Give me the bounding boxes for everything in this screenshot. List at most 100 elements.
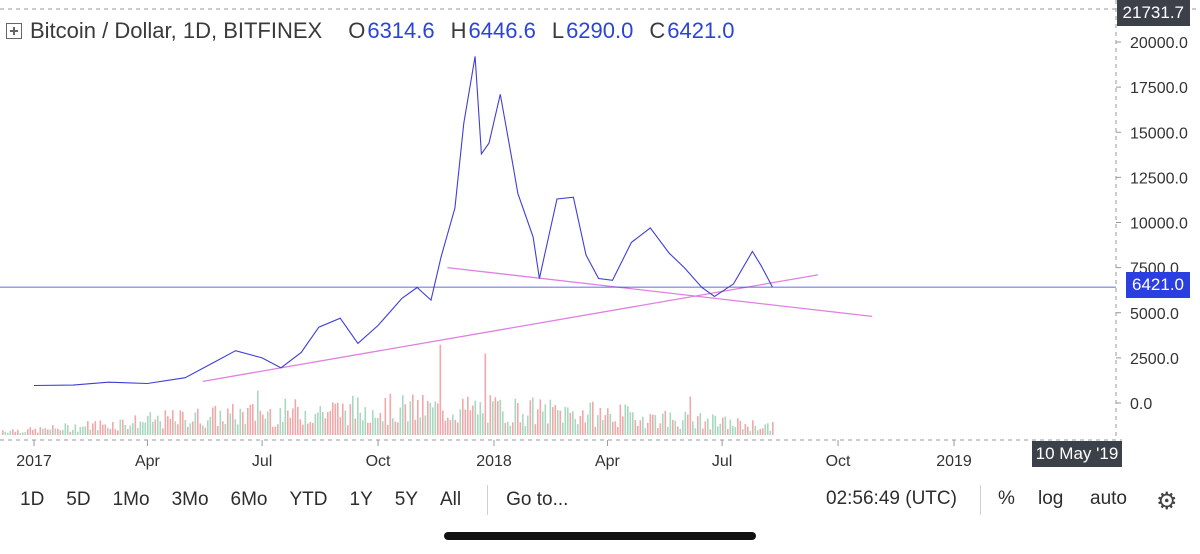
volume-bar: [62, 429, 64, 435]
volume-bar: [452, 414, 454, 435]
open-key: O: [348, 18, 366, 43]
volume-bar: [352, 395, 354, 435]
volume-bar: [364, 407, 367, 435]
volume-bar: [137, 428, 139, 435]
time-tick-label: 2019: [936, 453, 972, 470]
volume-bar: [372, 410, 374, 435]
volume-bar: [49, 429, 52, 435]
range-1mo-button[interactable]: 1Mo: [112, 489, 150, 510]
volume-bar: [72, 429, 74, 435]
volume-bar: [289, 417, 292, 435]
volume-bar: [192, 421, 194, 435]
time-tick-label: Oct: [826, 453, 851, 470]
volume-bar: [94, 421, 97, 435]
volume-bar: [362, 420, 364, 435]
range-6mo-button[interactable]: 6Mo: [230, 489, 268, 510]
volume-bar: [117, 430, 119, 435]
volume-bar: [677, 426, 679, 435]
expand-icon[interactable]: [6, 23, 22, 39]
volume-bar: [109, 428, 112, 435]
volume-bar: [324, 418, 327, 435]
price-tick-label: 10000.0: [1130, 216, 1188, 233]
volume-bar: [139, 421, 142, 435]
volume-bar: [427, 401, 429, 435]
volume-bar: [722, 417, 724, 435]
range-all-button[interactable]: All: [440, 489, 462, 510]
trendline-2[interactable]: [447, 266, 873, 318]
utc-clock[interactable]: 02:56:49 (UTC): [826, 488, 957, 509]
volume-bar: [412, 394, 414, 435]
volume-bar: [499, 399, 502, 435]
volume-bar: [229, 413, 232, 435]
price-chart[interactable]: 20000.017500.015000.012500.010000.07500.…: [0, 0, 1200, 470]
volume-bar: [714, 415, 717, 435]
volume-bar: [504, 422, 507, 435]
volume-bar: [57, 428, 59, 435]
volume-bar: [257, 390, 259, 435]
volume-bar: [729, 419, 732, 435]
volume-bar: [424, 415, 427, 435]
volume-bar: [279, 408, 282, 435]
volume-bar: [634, 420, 637, 435]
volume-bar: [509, 425, 512, 435]
volume-bar: [739, 420, 742, 435]
go-to-button[interactable]: Go to...: [506, 489, 569, 510]
gear-icon[interactable]: ⚙: [1156, 488, 1178, 515]
volume-bar: [584, 422, 587, 435]
percent-scale-button[interactable]: %: [998, 488, 1015, 509]
volume-bar: [624, 404, 627, 435]
volume-bar: [277, 424, 279, 435]
volume-bar: [649, 414, 652, 435]
volume-bar: [294, 399, 297, 435]
volume-bar: [539, 399, 542, 435]
volume-bar: [432, 407, 434, 435]
volume-bar: [594, 426, 597, 435]
home-indicator: [444, 532, 756, 540]
volume-bar: [99, 420, 102, 435]
volume-bar: [147, 416, 149, 435]
log-scale-button[interactable]: log: [1038, 488, 1064, 509]
volume-bar: [727, 429, 729, 435]
volume-bar: [39, 427, 42, 435]
volume-bar: [489, 395, 492, 435]
volume-bar: [149, 412, 152, 435]
volume-bar: [679, 428, 682, 435]
volume-bar: [409, 401, 412, 435]
range-5d-button[interactable]: 5D: [66, 489, 91, 510]
volume-bar: [654, 415, 657, 435]
range-selector: 1D 5D 1Mo 3Mo 6Mo YTD 1Y 5Y All: [20, 489, 483, 511]
volume-bar: [589, 402, 592, 435]
volume-bar: [237, 424, 239, 435]
volume-bar: [464, 409, 467, 435]
volume-bar: [247, 407, 249, 435]
range-1y-button[interactable]: 1Y: [349, 489, 373, 510]
volume-bar: [124, 424, 127, 435]
range-3mo-button[interactable]: 3Mo: [171, 489, 209, 510]
trendlines[interactable]: [202, 266, 873, 382]
chart-area[interactable]: 20000.0 17500.0 15000.0 12500.0 10000.0 7500.…: [0, 0, 1200, 470]
range-1d-button[interactable]: 1D: [20, 489, 45, 510]
volume-bar: [104, 424, 107, 435]
range-5y-button[interactable]: 5Y: [394, 489, 418, 510]
volume-bar: [472, 405, 474, 435]
volume-bar: [562, 422, 564, 435]
volume-bar: [757, 430, 759, 435]
volume-bar: [684, 411, 687, 435]
volume-bar: [312, 422, 314, 435]
volume-bar: [369, 422, 372, 435]
volume-bar: [437, 403, 439, 435]
volume-bar: [394, 421, 397, 435]
volume-bar: [707, 418, 709, 435]
auto-scale-button[interactable]: auto: [1090, 488, 1127, 509]
range-ytd-button[interactable]: YTD: [289, 489, 328, 510]
trendline-1[interactable]: [202, 274, 819, 382]
volume-bars: [2, 344, 774, 435]
volume-bar: [484, 353, 487, 435]
toolbar-divider-right: [980, 485, 981, 515]
volume-bar: [209, 416, 212, 435]
volume-bar: [669, 412, 672, 435]
volume-bar: [42, 428, 44, 435]
volume-bar: [154, 419, 157, 435]
time-tick-label: 2018: [476, 453, 512, 470]
volume-bar: [194, 412, 197, 435]
